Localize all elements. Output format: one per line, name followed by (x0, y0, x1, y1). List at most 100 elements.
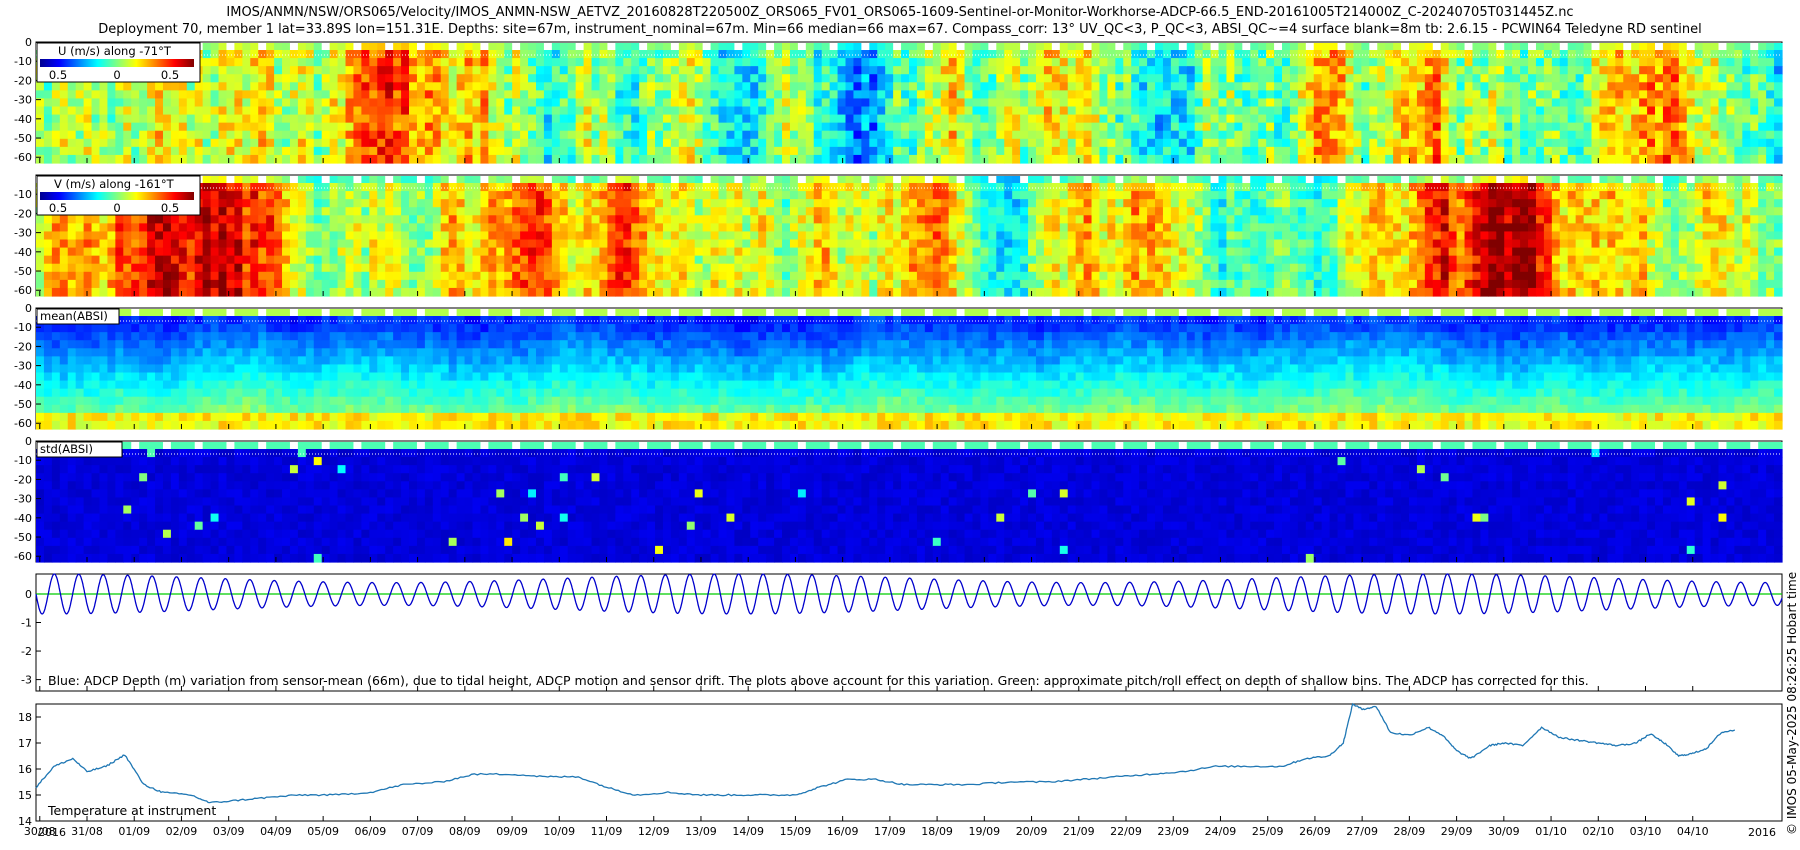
heatmap-cell (845, 271, 855, 281)
qc-strip-cell (543, 176, 553, 183)
heatmap-cell (567, 98, 577, 108)
heatmap-cell (345, 146, 355, 156)
qc-strip-cell (1043, 43, 1053, 50)
heatmap-cell (1686, 130, 1696, 140)
heatmap-cell (742, 231, 751, 241)
heatmap-cell (258, 191, 267, 200)
heatmap-cell (1456, 66, 1466, 75)
heatmap-cell (480, 231, 489, 241)
heatmap-cell (432, 255, 442, 265)
heatmap-cell (512, 130, 521, 140)
heatmap-cell (1075, 74, 1085, 83)
heatmap-cell (1535, 106, 1545, 116)
heatmap-cell (1162, 154, 1172, 164)
heatmap-cell (226, 255, 236, 265)
heatmap-cell (782, 255, 791, 265)
heatmap-cell (1083, 106, 1093, 116)
u-legend-title: U (m/s) along -71°T (58, 44, 172, 58)
heatmap-cell (409, 215, 418, 224)
heatmap-cell (559, 130, 569, 140)
heatmap-cell (170, 279, 180, 289)
heatmap-cell (1440, 122, 1450, 132)
qc-strip-cell (504, 43, 513, 50)
u-colorbar-tick: 0.5 (49, 68, 67, 82)
heatmap-cell (210, 138, 220, 148)
qc-strip-cell (1067, 43, 1077, 50)
heatmap-cell (901, 58, 910, 67)
heatmap-cell (607, 50, 616, 59)
heatmap-cell (821, 223, 831, 233)
qc-strip-cell (385, 43, 394, 50)
heatmap-cell (861, 74, 870, 83)
heatmap-cell (623, 207, 632, 216)
heatmap-cell (1702, 114, 1712, 124)
heatmap-cell (1750, 146, 1759, 156)
heatmap-cell (321, 138, 331, 148)
heatmap-cell (115, 247, 124, 257)
heatmap-cell (647, 287, 656, 297)
heatmap-cell (1369, 66, 1378, 75)
heatmap-cell (1734, 66, 1743, 75)
heatmap-cell (750, 215, 759, 224)
heatmap-cell (1043, 58, 1053, 67)
heatmap-cell (662, 279, 672, 289)
heatmap-cell (1559, 154, 1569, 164)
heatmap-cell (813, 215, 823, 224)
heatmap-cell (1607, 66, 1616, 75)
heatmap-cell (1575, 82, 1585, 91)
heatmap-cell (1186, 74, 1196, 83)
heatmap-cell (393, 215, 402, 224)
heatmap-cell (599, 247, 609, 257)
heatmap-cell (353, 279, 362, 289)
heatmap-cell (599, 114, 609, 124)
heatmap-cell (829, 239, 839, 249)
heatmap-cell (551, 106, 561, 116)
heatmap-cell (1488, 154, 1497, 164)
heatmap-cell (1639, 50, 1648, 59)
heatmap-cell (924, 130, 934, 140)
heatmap-cell (639, 50, 648, 59)
heatmap-cell (1377, 90, 1386, 100)
heatmap-cell (1726, 122, 1735, 132)
heatmap-cell (1337, 58, 1347, 67)
heatmap-cell (694, 82, 704, 91)
heatmap-cell (282, 231, 291, 241)
heatmap-cell (559, 255, 569, 265)
qc-strip-cell (1416, 43, 1426, 50)
heatmap-cell (1543, 50, 1553, 59)
heatmap-cell (178, 263, 188, 273)
heatmap-cell (162, 90, 172, 100)
heatmap-cell (218, 98, 228, 108)
heatmap-cell (1639, 90, 1648, 100)
heatmap-cell (956, 106, 966, 116)
heatmap-cell (1401, 106, 1410, 116)
heatmap-cell (988, 82, 997, 91)
heatmap-cell (797, 146, 807, 156)
heatmap-cell (1020, 106, 1029, 116)
heatmap-cell (1647, 114, 1656, 124)
heatmap-cell (1147, 122, 1156, 132)
heatmap-cell (1567, 90, 1577, 100)
heatmap-cell (726, 207, 735, 216)
heatmap-cell (36, 215, 45, 224)
heatmap-cell (1067, 106, 1077, 116)
heatmap-cell (1162, 58, 1172, 67)
heatmap-cell (289, 191, 299, 200)
qc-strip-cell (734, 176, 743, 183)
heatmap-cell (758, 231, 767, 241)
heatmap-cell (226, 207, 236, 216)
heatmap-cell (774, 106, 783, 116)
heatmap-cell (91, 146, 101, 156)
heatmap-cell (1353, 130, 1362, 140)
heatmap-cell (464, 74, 474, 83)
qc-strip-cell (845, 176, 855, 183)
heatmap-cell (488, 50, 497, 59)
heatmap-cell (623, 98, 632, 108)
heatmap-cell (393, 98, 402, 108)
heatmap-cell (1282, 138, 1291, 148)
heatmap-cell (1551, 138, 1561, 148)
heatmap-cell (1440, 106, 1450, 116)
heatmap-cell (1726, 82, 1735, 91)
heatmap-cell (694, 122, 704, 132)
heatmap-cell (1059, 90, 1069, 100)
